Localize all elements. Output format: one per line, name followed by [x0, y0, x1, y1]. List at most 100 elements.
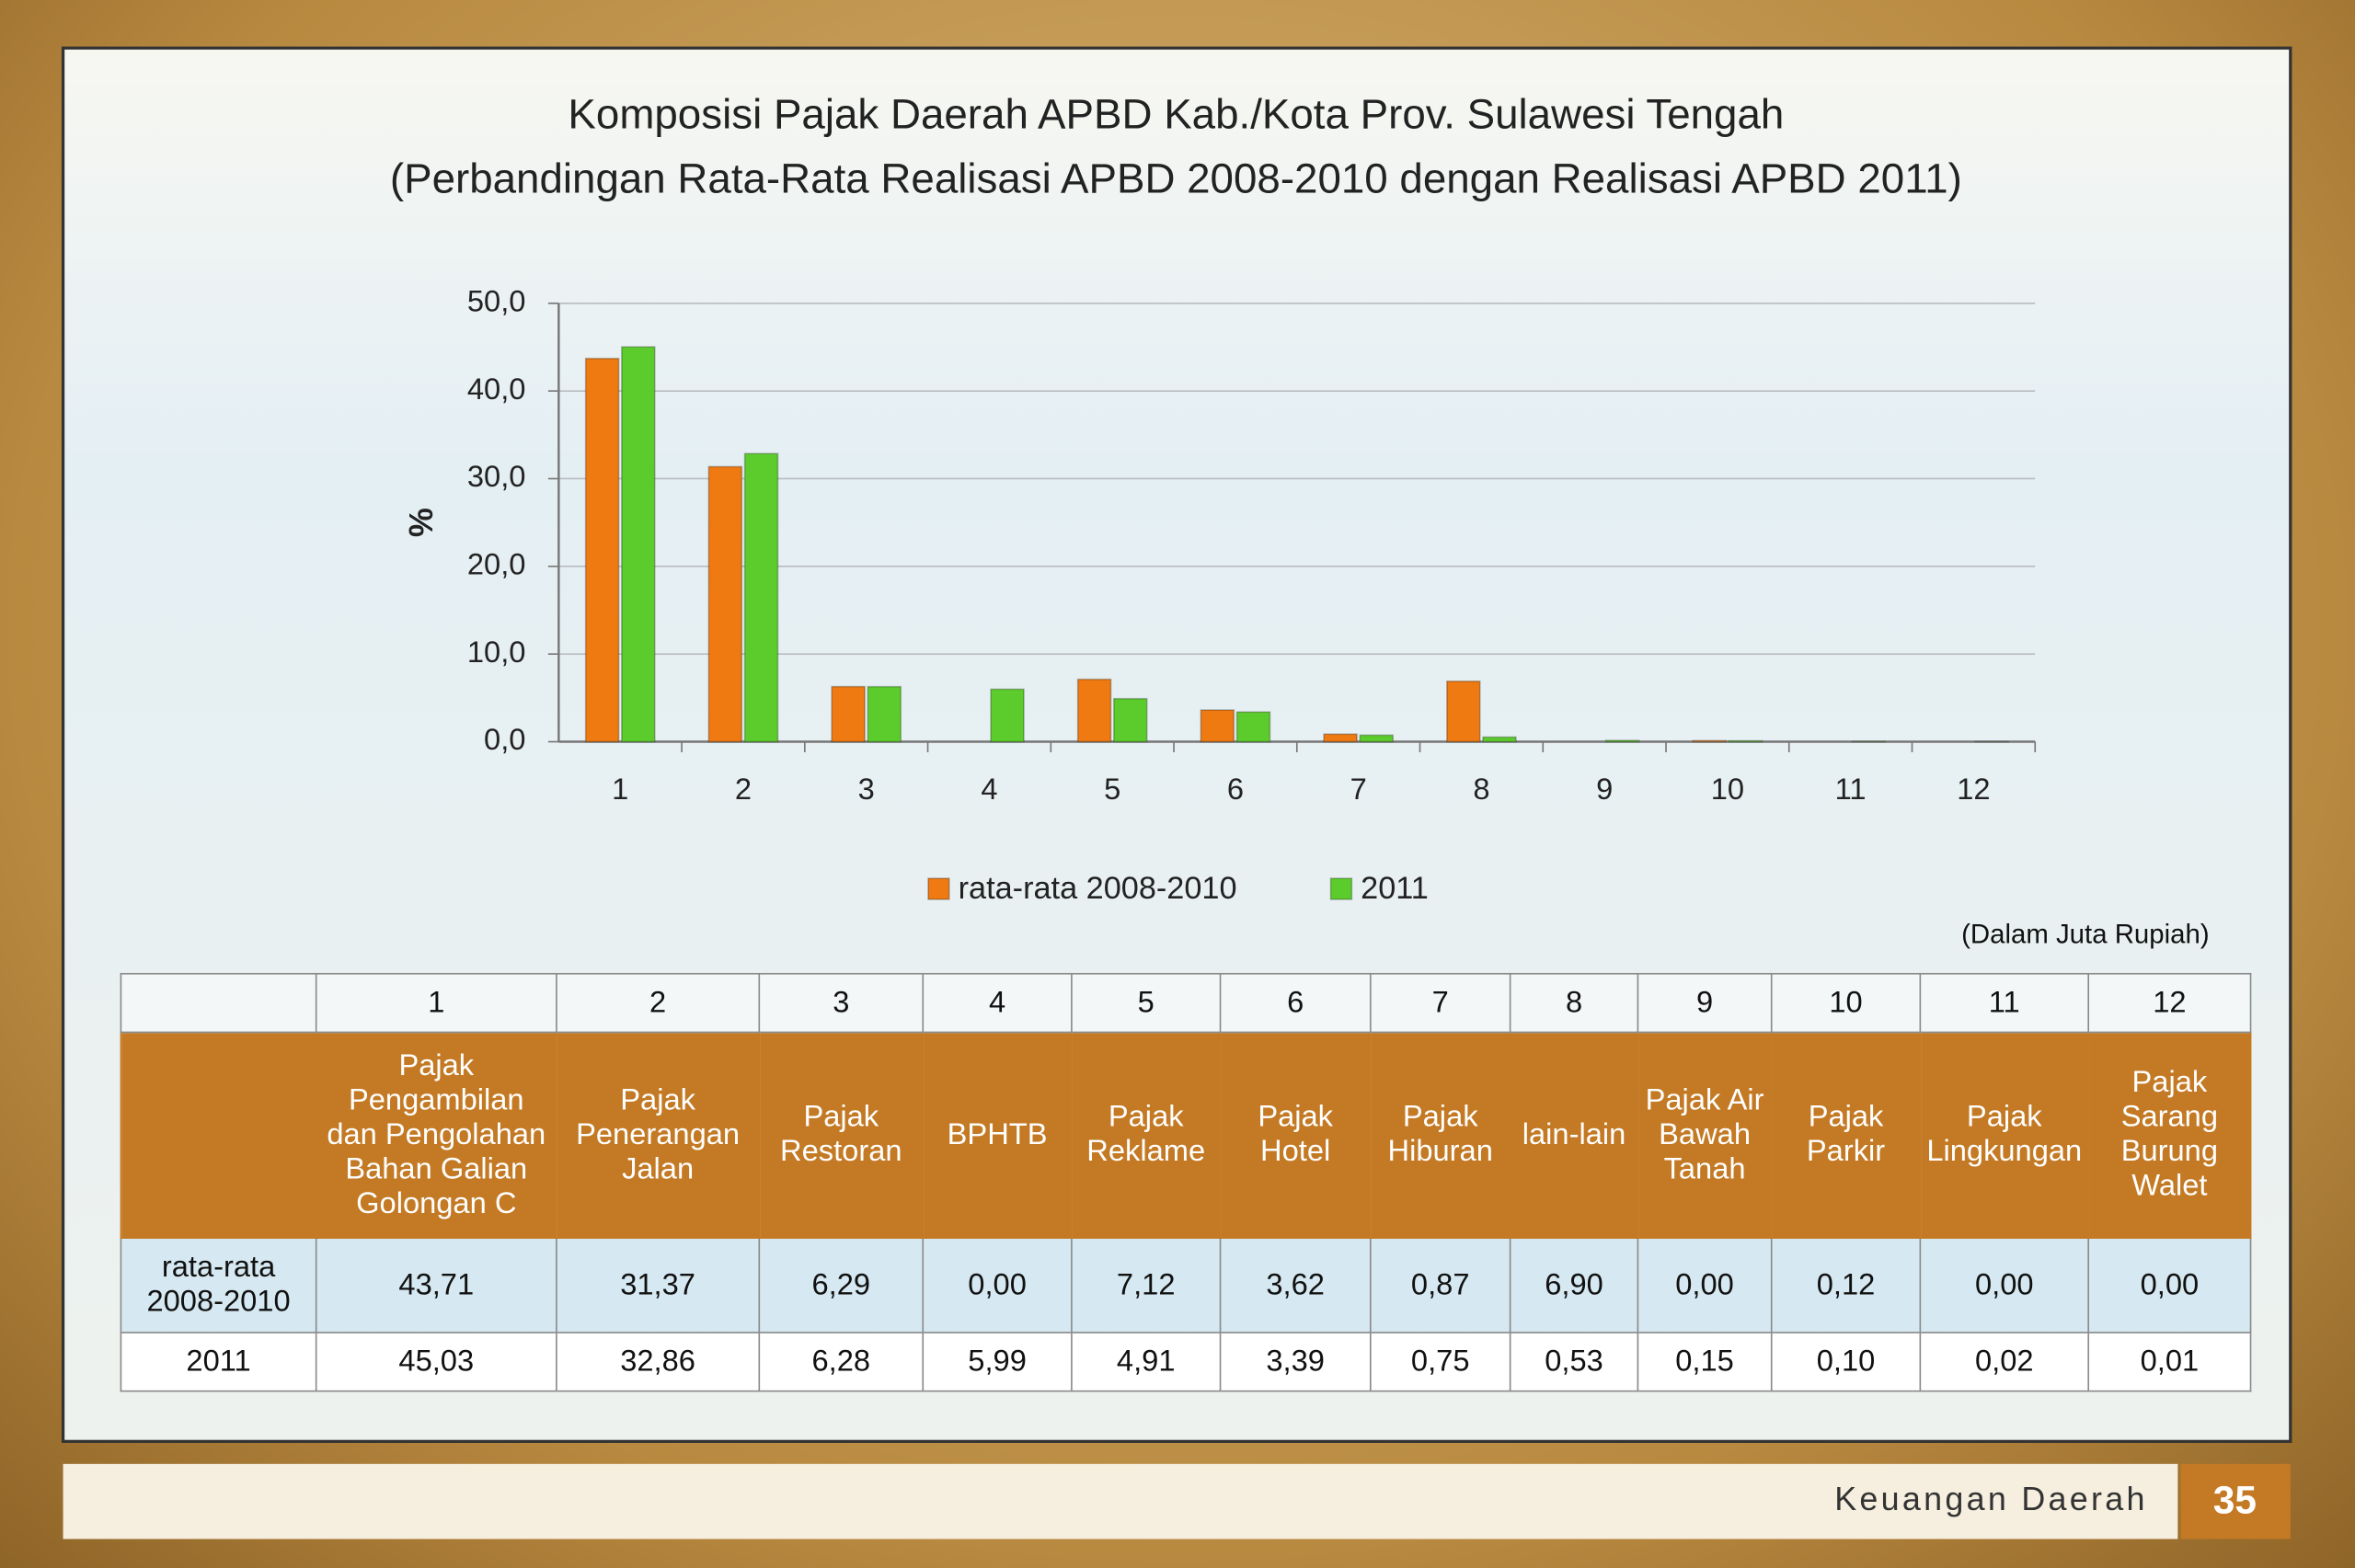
column-number: 4 — [922, 972, 1073, 1034]
chart-subtitle: (Perbandingan Rata-Rata Realisasi APBD 2… — [390, 155, 1962, 202]
column-description: Pajak Parkir — [1770, 1031, 1922, 1239]
column-description: Pajak Hiburan — [1369, 1031, 1511, 1239]
value-cell: 43,71 — [315, 1237, 557, 1333]
y-tick-label: 10,0 — [467, 635, 526, 669]
value-cell: 0,87 — [1369, 1237, 1511, 1333]
chart-title: Komposisi Pajak Daerah APBD Kab./Kota Pr… — [568, 90, 1784, 137]
y-tick-label: 50,0 — [467, 283, 526, 317]
value-cell: 3,62 — [1219, 1237, 1372, 1333]
column-description: lain-lain — [1509, 1031, 1639, 1239]
value-cell: 7,12 — [1071, 1237, 1222, 1333]
x-tick-label: 9 — [1596, 772, 1613, 806]
x-tick-label: 1 — [612, 772, 628, 806]
bar — [1200, 709, 1235, 743]
column-number: 5 — [1071, 972, 1222, 1034]
bar — [1446, 680, 1481, 743]
bar — [990, 688, 1025, 743]
x-tick-label: 7 — [1350, 772, 1367, 806]
bar — [707, 465, 743, 743]
bar — [1323, 733, 1358, 743]
legend-label: 2011 — [1361, 871, 1429, 906]
column-number: 1 — [315, 972, 557, 1034]
y-tick-label: 30,0 — [467, 459, 526, 493]
x-tick-label: 12 — [1957, 772, 1990, 806]
value-cell: 6,90 — [1509, 1237, 1639, 1333]
bar — [1692, 739, 1728, 743]
column-description: Pajak Air Bawah Tanah — [1637, 1031, 1773, 1239]
value-cell: 0,12 — [1770, 1237, 1922, 1333]
value-cell: 0,00 — [1919, 1237, 2090, 1333]
column-number: 8 — [1509, 972, 1639, 1034]
column-description: Pajak Penerangan Jalan — [556, 1031, 761, 1239]
x-tick-label: 6 — [1227, 772, 1244, 806]
x-tick-label: 10 — [1711, 772, 1744, 806]
value-cell: 45,03 — [315, 1332, 557, 1392]
x-tick-label: 5 — [1104, 772, 1120, 806]
column-description: Pajak Sarang Burung Walet — [2087, 1031, 2252, 1239]
value-cell: 0,00 — [2087, 1237, 2252, 1333]
value-cell: 5,99 — [922, 1332, 1073, 1392]
page-number: 35 — [2213, 1479, 2257, 1522]
column-number: 9 — [1637, 972, 1773, 1034]
value-cell: 0,01 — [2087, 1332, 2252, 1392]
value-cell: 0,10 — [1770, 1332, 1922, 1392]
column-description: BPHTB — [922, 1031, 1073, 1239]
bar — [1076, 678, 1112, 743]
value-cell: 6,28 — [758, 1332, 925, 1392]
legend-swatch — [1329, 877, 1353, 900]
value-cell: 0,00 — [922, 1237, 1073, 1333]
footer-bar — [63, 1463, 2178, 1539]
value-cell: 6,29 — [758, 1237, 925, 1333]
bar — [1359, 734, 1395, 743]
y-tick-label: 20,0 — [467, 546, 526, 580]
column-number: 10 — [1770, 972, 1922, 1034]
value-cell: 0,75 — [1369, 1332, 1511, 1392]
value-cell: 0,15 — [1637, 1332, 1773, 1392]
value-cell: 4,91 — [1071, 1332, 1222, 1392]
y-axis-label: % — [402, 508, 440, 537]
column-number: 6 — [1219, 972, 1372, 1034]
page-box — [2180, 1463, 2291, 1539]
bar — [584, 357, 620, 743]
column-number: 3 — [758, 972, 925, 1034]
value-cell: 0,53 — [1509, 1332, 1639, 1392]
column-number: 12 — [2087, 972, 2252, 1034]
bar — [1728, 739, 1763, 743]
column-number: 7 — [1369, 972, 1511, 1034]
row-label: 2011 — [120, 1332, 317, 1392]
data-row: rata-rata 2008-2010 43,71 31,37 6,29 0,00 7,1… — [120, 1237, 2252, 1333]
legend-label: rata-rata 2008-2010 — [959, 871, 1237, 906]
footer-section: Keuangan Daerah — [1834, 1480, 2147, 1517]
column-description: Pajak Pengambilan dan Pengolahan Bahan G… — [315, 1031, 557, 1239]
table-note: (Dalam Juta Rupiah) — [1961, 919, 2210, 949]
corner-cell — [120, 972, 317, 1034]
legend-swatch — [927, 877, 950, 900]
bar — [1604, 739, 1640, 743]
value-cell: 31,37 — [556, 1237, 761, 1333]
column-description: Pajak Restoran — [758, 1031, 925, 1239]
data-row: 2011 45,03 32,86 6,28 5,99 4,91 3,39 0,75 0,53 0,… — [120, 1332, 2252, 1392]
column-number: 11 — [1919, 972, 2090, 1034]
column-description: Pajak Reklame — [1071, 1031, 1222, 1239]
y-tick-label: 0,0 — [484, 722, 525, 756]
column-description: Pajak Lingkungan — [1919, 1031, 2090, 1239]
value-cell: 3,39 — [1219, 1332, 1372, 1392]
x-tick-label: 3 — [858, 772, 875, 806]
column-number: 2 — [556, 972, 761, 1034]
x-tick-label: 4 — [981, 772, 997, 806]
x-tick-label: 2 — [735, 772, 752, 806]
value-cell: 0,00 — [1637, 1237, 1773, 1333]
bar — [1482, 736, 1517, 743]
bar — [1112, 697, 1148, 743]
bar — [831, 685, 866, 743]
column-description: Pajak Hotel — [1219, 1031, 1372, 1239]
bar — [743, 452, 779, 743]
data-table: 1 2 3 4 5 6 7 8 9 10 11 12 Pajak Pengambilan dan Pen… — [120, 972, 2252, 1392]
bar — [621, 346, 656, 743]
bar — [867, 685, 902, 743]
x-tick-label: 11 — [1835, 772, 1867, 806]
value-cell: 0,02 — [1919, 1332, 2090, 1392]
bar — [1235, 711, 1271, 743]
description-row: Pajak Pengambilan dan Pengolahan Bahan G… — [120, 1031, 2252, 1239]
